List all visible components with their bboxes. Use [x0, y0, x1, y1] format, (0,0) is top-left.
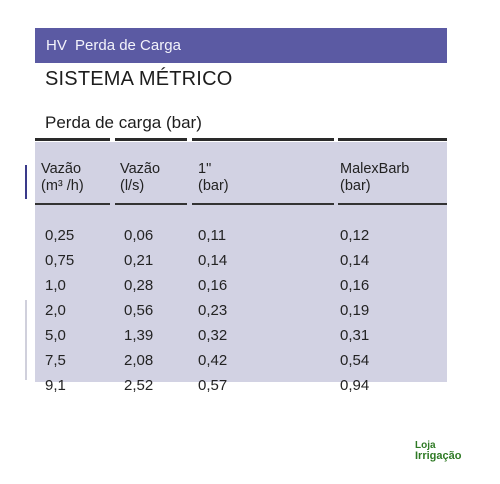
table-cell: 0,32: [198, 327, 228, 344]
logo-line2: Irrigação: [415, 450, 462, 462]
table-cell: 2,0: [45, 302, 66, 319]
table-cell: 1,0: [45, 277, 66, 294]
table-cell: 0,56: [124, 302, 154, 319]
table-cell: 0,75: [45, 252, 75, 269]
divider-segment: [192, 138, 334, 141]
table-cell: 0,19: [340, 302, 370, 319]
header-underline: [35, 203, 110, 205]
table-cell: 2,52: [124, 377, 154, 394]
header-underline: [338, 203, 447, 205]
table-cell: 0,57: [198, 377, 228, 394]
header-prefix: HV: [46, 37, 67, 54]
header-underline: [115, 203, 187, 205]
table-cell: 0,54: [340, 352, 370, 369]
logo-line1: Loja: [415, 440, 436, 451]
col-header-line1: 1": [198, 161, 212, 177]
table-cell: 0,16: [198, 277, 228, 294]
table-cell: 5,0: [45, 327, 66, 344]
header-band: HV Perda de Carga: [35, 28, 447, 63]
store-logo: Loja Irrigação: [415, 440, 462, 462]
col-header-line1: Vazão: [41, 161, 82, 177]
table-cell: 0,25: [45, 227, 75, 244]
table-cell: 0,28: [124, 277, 154, 294]
table-cell: 0,23: [198, 302, 228, 319]
col-header-line2: (l/s): [120, 178, 145, 194]
table-cell: 7,5: [45, 352, 66, 369]
header-divider: [35, 138, 447, 142]
col-header-line2: (bar): [198, 178, 229, 194]
table-cell: 0,21: [124, 252, 154, 269]
col-header-line1: MalexBarb: [340, 161, 410, 177]
col-header-line2: (bar): [340, 178, 371, 194]
table-cell: 0,06: [124, 227, 154, 244]
table-cell: 0,11: [198, 227, 227, 244]
table-cell: 0,14: [340, 252, 370, 269]
left-edge-shadow: [25, 300, 27, 380]
divider-segment: [115, 138, 187, 141]
table-cell: 0,12: [340, 227, 370, 244]
col-header-malexbarb: MalexBarb (bar): [340, 161, 409, 195]
col-header-line1: Vazão: [120, 161, 161, 177]
divider-segment: [35, 138, 110, 141]
col-header-flow-m3h: Vazão (m³ /h): [41, 161, 84, 195]
left-edge-marker: [25, 165, 27, 199]
col-header-flow-ls: Vazão (l/s): [120, 161, 160, 195]
col-header-1inch: 1" (bar): [198, 161, 229, 195]
divider-segment: [338, 138, 447, 141]
table-cell: 9,1: [45, 377, 66, 394]
table-cell: 0,94: [340, 377, 370, 394]
table-cell: 0,16: [340, 277, 370, 294]
table-cell: 0,42: [198, 352, 228, 369]
system-title: SISTEMA MÉTRICO: [45, 68, 233, 90]
loss-table: Vazão (m³ /h) Vazão (l/s) 1" (bar) Malex…: [35, 142, 447, 394]
table-cell: 2,08: [124, 352, 154, 369]
table-cell: 0,14: [198, 252, 228, 269]
table-cell: 0,31: [340, 327, 370, 344]
col-header-line2: (m³ /h): [41, 178, 84, 194]
header-title: Perda de Carga: [75, 37, 181, 54]
header-underline: [192, 203, 334, 205]
table-subtitle: Perda de carga (bar): [45, 113, 202, 132]
table-cell: 1,39: [124, 327, 154, 344]
loss-table-card: HV Perda de Carga SISTEMA MÉTRICO Perda …: [35, 28, 447, 394]
